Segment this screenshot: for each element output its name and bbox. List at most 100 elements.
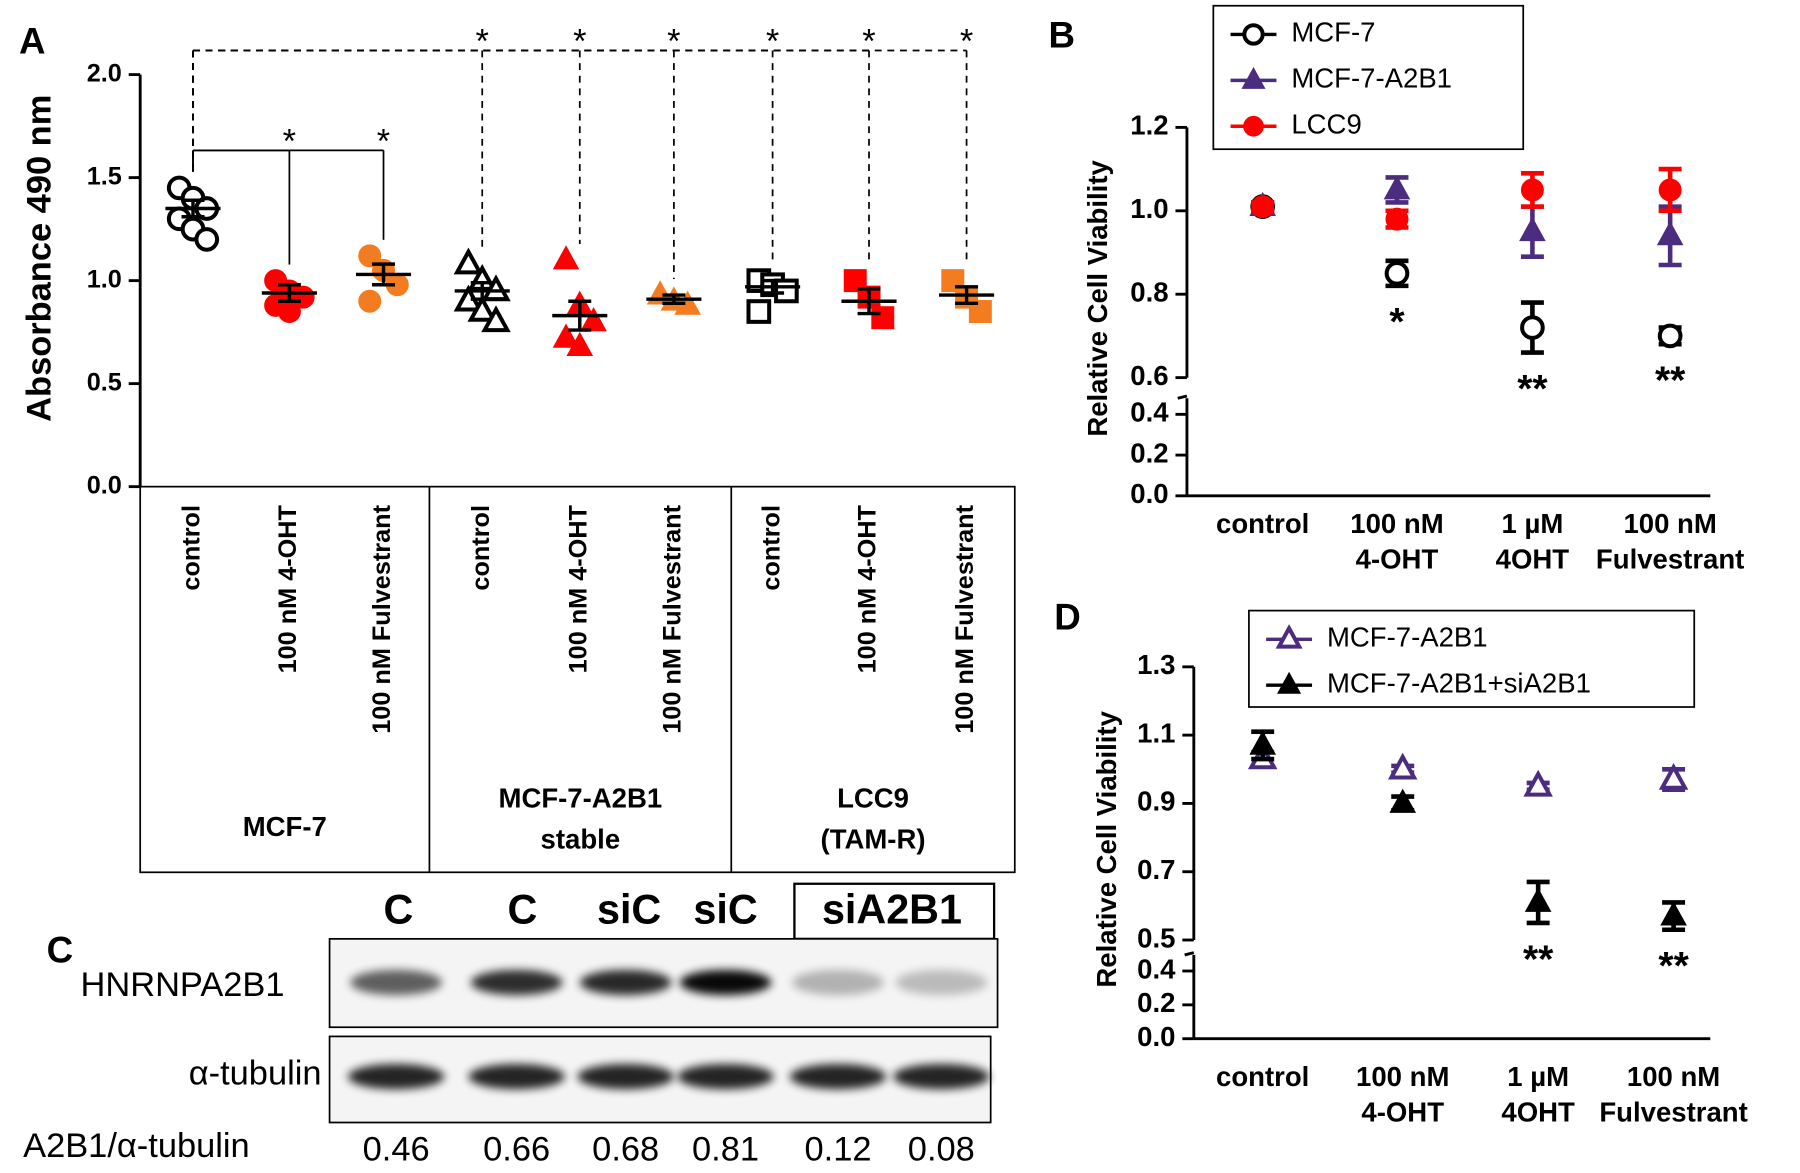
y-tick-label: 0.4	[1130, 397, 1169, 428]
lane-label: C	[507, 886, 537, 932]
x-tick-label: 100 nM	[1623, 508, 1716, 539]
significance-label: *	[667, 23, 680, 61]
ratio-value: 0.08	[908, 1130, 975, 1168]
significance-label: **	[1523, 938, 1554, 981]
row-label: α-tubulin	[189, 1055, 322, 1093]
lane-label: C	[384, 886, 414, 932]
group-label: 100 nM 4-OHT	[564, 504, 592, 673]
x-tick-label: 1 µM	[1507, 1061, 1569, 1092]
marker	[1384, 261, 1410, 286]
y-axis-title: Relative Cell Viability	[1091, 710, 1122, 987]
legend-label: LCC9	[1291, 109, 1361, 140]
marker	[194, 227, 220, 252]
significance-label: *	[283, 123, 296, 161]
x-tick-label: Fulvestrant	[1599, 1097, 1747, 1128]
lane-label: siC	[597, 886, 661, 932]
panel-label: C	[47, 929, 74, 970]
marker	[1520, 178, 1544, 202]
marker	[467, 294, 497, 322]
y-tick-label: 0.2	[1130, 437, 1168, 468]
band	[792, 969, 884, 996]
group-label: control	[178, 505, 206, 591]
lane-label: siC	[693, 886, 757, 932]
ratio-value: 0.66	[483, 1130, 550, 1168]
legend-label: MCF-7-A2B1+siA2B1	[1327, 667, 1591, 698]
y-tick-label: 0.5	[87, 368, 122, 396]
y-tick-label: 1.5	[87, 162, 122, 190]
marker	[1658, 762, 1689, 790]
panel-label: B	[1049, 15, 1076, 56]
x-tick-label: 4OHT	[1501, 1097, 1575, 1128]
ratio-value: 0.12	[805, 1130, 872, 1168]
marker	[1242, 23, 1265, 46]
x-tick-label: Fulvestrant	[1596, 544, 1744, 575]
y-axis-title: Relative Cell Viability	[1082, 160, 1113, 437]
marker	[1383, 175, 1411, 200]
ratio-value: 0.46	[363, 1130, 430, 1168]
legend-label: MCF-7-A2B1	[1327, 622, 1488, 653]
x-tick-label: 100 nM	[1356, 1061, 1449, 1092]
band	[893, 1063, 990, 1090]
band	[350, 969, 443, 996]
cell-line-label: stable	[541, 824, 621, 855]
x-tick-label: control	[1216, 508, 1309, 539]
band	[347, 1063, 445, 1090]
panel-label: D	[1054, 596, 1081, 637]
marker	[481, 274, 511, 302]
band	[679, 969, 772, 996]
marker	[358, 244, 382, 268]
marker	[1656, 221, 1684, 246]
group-label: 100 nM 4-OHT	[274, 504, 302, 673]
significance-label: *	[476, 23, 489, 61]
significance-label: *	[766, 23, 779, 61]
significance-label: **	[1655, 360, 1686, 403]
legend-label: MCF-7-A2B1	[1291, 63, 1452, 94]
significance-label: *	[960, 23, 973, 61]
marker	[552, 245, 580, 270]
marker	[552, 323, 580, 348]
marker	[1277, 671, 1302, 694]
group-label: 100 nM Fulvestrant	[659, 504, 687, 733]
group-label: control	[757, 505, 785, 591]
cell-line-label: (TAM-R)	[821, 824, 926, 855]
ratio-value: 0.68	[592, 1130, 659, 1168]
y-tick-label: 0.4	[1137, 953, 1176, 984]
band	[577, 1063, 674, 1090]
x-tick-label: 1 µM	[1502, 508, 1564, 539]
group-label: 100 nM Fulvestrant	[951, 504, 979, 733]
ratio-label: A2B1/α-tubulin	[23, 1127, 250, 1165]
axis-break	[1177, 394, 1188, 400]
marker	[1275, 624, 1303, 649]
y-tick-label: 1.1	[1137, 717, 1175, 748]
marker	[1385, 207, 1409, 231]
x-tick-label: 4OHT	[1496, 544, 1570, 575]
marker	[1387, 752, 1418, 780]
marker	[1660, 901, 1687, 926]
legend-label: MCF-7	[1291, 17, 1375, 48]
significance-label: *	[573, 23, 586, 61]
y-tick-label: 1.3	[1137, 649, 1175, 680]
marker	[1249, 730, 1276, 755]
group-label: 100 nM 4-OHT	[854, 504, 882, 673]
y-tick-label: 0.7	[1137, 854, 1175, 885]
y-tick-label: 0.0	[1137, 1021, 1175, 1052]
cell-line-label: LCC9	[837, 782, 909, 813]
band	[468, 1063, 565, 1090]
marker	[774, 278, 799, 304]
x-tick-label: 4-OHT	[1361, 1097, 1444, 1128]
y-tick-label: 0.9	[1137, 786, 1175, 817]
marker	[1657, 323, 1683, 349]
marker	[453, 247, 484, 275]
row-label: HNRNPA2B1	[81, 966, 285, 1004]
marker	[1658, 178, 1682, 202]
axis-break	[1184, 951, 1195, 957]
marker	[1519, 216, 1546, 242]
y-tick-label: 1.0	[87, 265, 122, 293]
significance-label: *	[862, 23, 875, 61]
x-tick-label: control	[1216, 1061, 1309, 1092]
band	[789, 1063, 887, 1090]
marker	[481, 305, 511, 333]
x-tick-label: 100 nM	[1627, 1061, 1720, 1092]
marker	[1251, 195, 1275, 219]
y-tick-label: 0.0	[1130, 478, 1168, 509]
